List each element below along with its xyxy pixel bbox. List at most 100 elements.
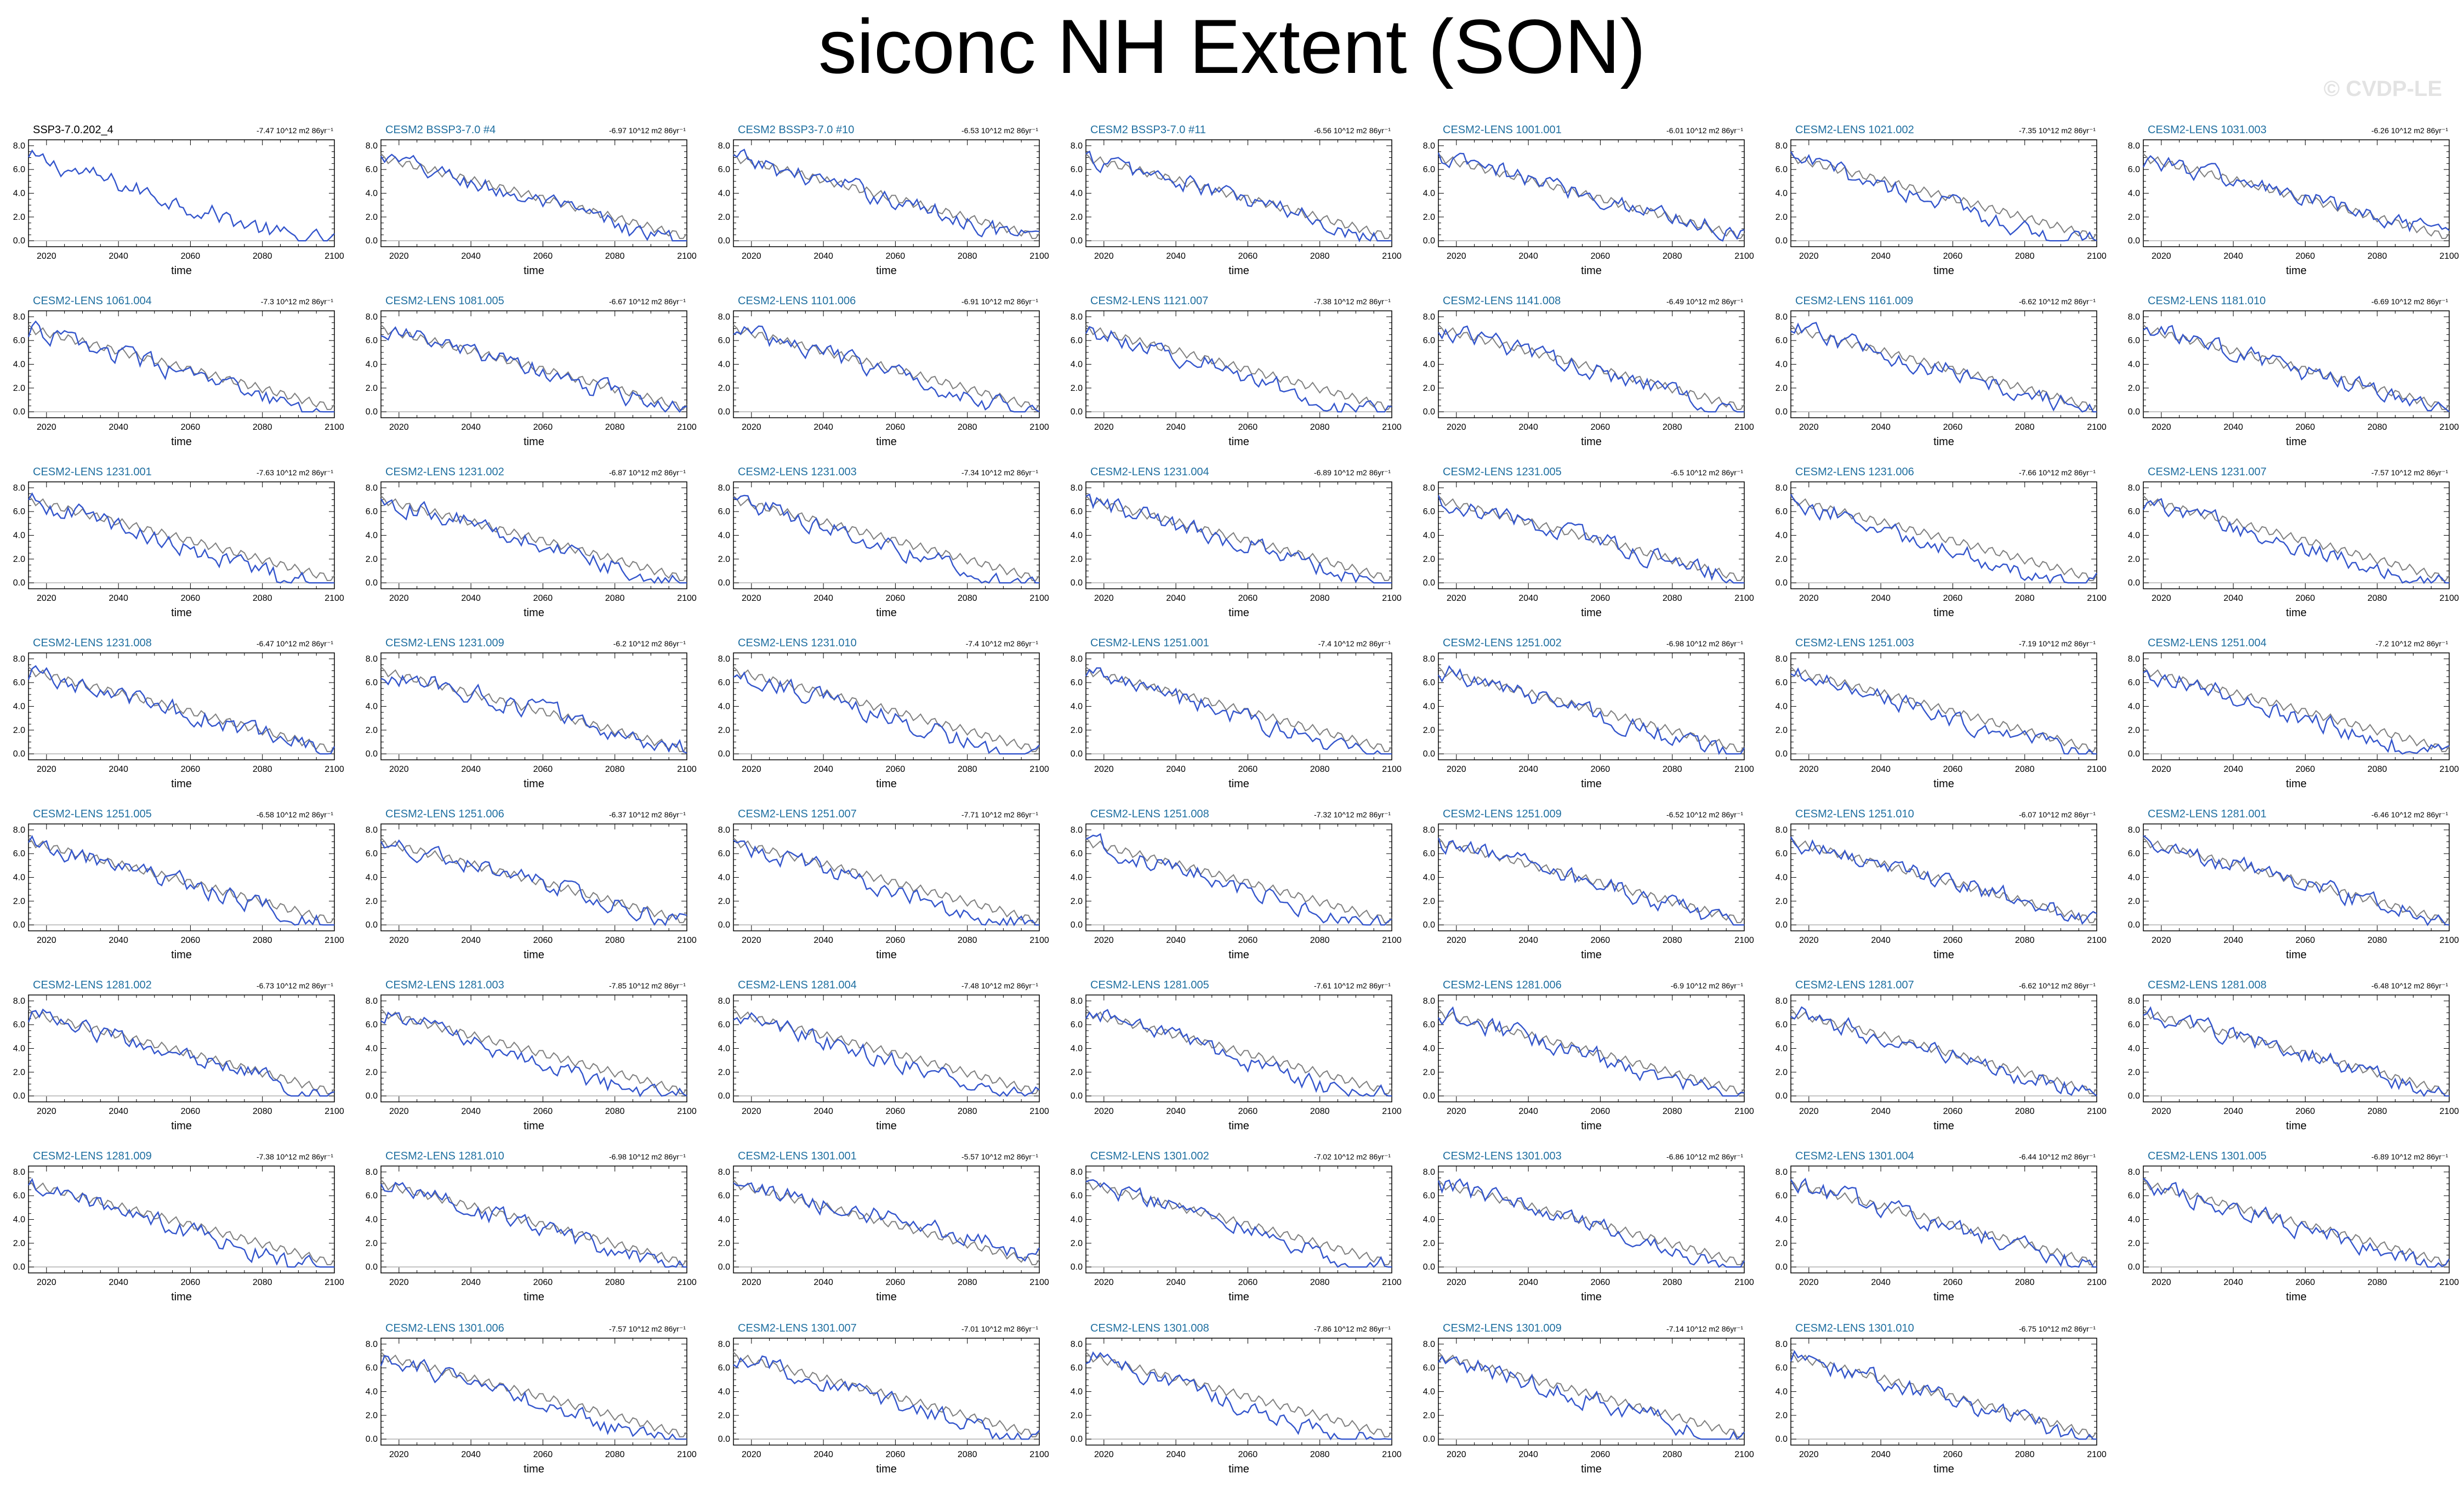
y-tick-label: 4.0	[1423, 873, 1435, 883]
x-tick-label: 2020	[742, 765, 761, 774]
panel-trend-label: -7.34 10^12 m2 86yr⁻¹	[961, 468, 1038, 477]
x-tick-label: 2100	[1029, 252, 1049, 261]
x-tick-label: 2040	[461, 1450, 481, 1459]
y-tick-label: 2.0	[718, 1239, 730, 1248]
ensemble-mean-line	[380, 666, 687, 753]
x-axis-label: time	[171, 778, 192, 790]
x-tick-label: 2080	[253, 1278, 272, 1287]
panel-title: CESM2-LENS 1281.003	[385, 979, 504, 991]
x-tick-label: 2060	[533, 1450, 553, 1459]
x-axis-label: time	[876, 607, 897, 619]
panel-frame	[28, 994, 335, 1102]
panel-trend-label: -7.02 10^12 m2 86yr⁻¹	[1314, 1152, 1391, 1161]
x-tick-label: 2020	[1799, 765, 1819, 774]
member-series-line	[1437, 152, 1745, 242]
y-tick-label: 2.0	[2128, 213, 2140, 222]
x-tick-label: 2020	[1799, 594, 1819, 603]
panel: CESM2-LENS 1301.004 -6.44 10^12 m2 86yr⁻¹…	[1776, 1150, 2107, 1303]
panel-frame	[28, 823, 335, 931]
x-axis-label: time	[876, 1291, 897, 1303]
member-series-line	[733, 494, 1039, 584]
y-tick-label: 4.0	[718, 360, 730, 369]
member-series-line	[27, 835, 334, 926]
y-tick-label: 2.0	[13, 1239, 25, 1248]
x-tick-label: 2040	[1166, 1107, 1186, 1116]
panel-frame	[2143, 481, 2450, 589]
member-series-line	[733, 839, 1039, 926]
y-tick-label: 6.0	[13, 507, 25, 516]
x-tick-label: 2080	[1310, 423, 1330, 432]
x-tick-label: 2100	[1382, 252, 1402, 261]
panel-frame	[380, 481, 687, 589]
panel: CESM2-LENS 1121.007 -7.38 10^12 m2 86yr⁻¹…	[1071, 295, 1402, 448]
panel-title: CESM2-LENS 1181.010	[2148, 295, 2266, 307]
x-tick-label: 2060	[1943, 1450, 1963, 1459]
y-tick-label: 0.0	[1071, 1435, 1083, 1444]
y-tick-label: 2.0	[13, 555, 25, 564]
panel-title: CESM2-LENS 1301.002	[1090, 1150, 1209, 1162]
y-tick-label: 2.0	[366, 555, 378, 564]
y-tick-label: 2.0	[1423, 213, 1435, 222]
y-tick-label: 0.0	[366, 920, 378, 930]
x-axis-label: time	[1228, 1120, 1249, 1132]
panel-title: CESM2-LENS 1251.001	[1090, 637, 1209, 649]
x-tick-label: 2080	[253, 936, 272, 945]
y-tick-label: 0.0	[366, 407, 378, 417]
x-tick-label: 2100	[325, 594, 344, 603]
x-tick-label: 2040	[1518, 423, 1538, 432]
panel: CESM2-LENS 1231.007 -7.57 10^12 m2 86yr⁻¹…	[2128, 466, 2459, 619]
panel-title: CESM2-LENS 1231.007	[2148, 466, 2267, 478]
x-tick-label: 2020	[1447, 936, 1466, 945]
x-tick-label: 2020	[742, 1450, 761, 1459]
x-tick-label: 2080	[958, 936, 977, 945]
y-tick-label: 4.0	[718, 873, 730, 883]
y-tick-label: 8.0	[718, 655, 730, 664]
panel-title: CESM2-LENS 1231.003	[738, 466, 857, 478]
x-tick-label: 2020	[2152, 936, 2171, 945]
panel-frame	[380, 994, 687, 1102]
x-axis-label: time	[1581, 265, 1602, 277]
panel: CESM2-LENS 1101.006 -6.91 10^12 m2 86yr⁻¹…	[718, 295, 1049, 448]
x-axis-label: time	[1933, 1463, 1954, 1475]
y-tick-label: 8.0	[1776, 484, 1788, 493]
y-tick-label: 8.0	[13, 141, 25, 151]
y-tick-label: 8.0	[1423, 141, 1435, 151]
x-axis-label: time	[1228, 436, 1249, 448]
x-tick-label: 2100	[2439, 594, 2459, 603]
y-tick-label: 2.0	[1776, 384, 1788, 393]
x-axis-label: time	[523, 949, 544, 961]
x-tick-label: 2100	[677, 252, 697, 261]
panel-frame	[1085, 823, 1392, 931]
y-tick-label: 2.0	[1776, 213, 1788, 222]
y-tick-label: 6.0	[13, 336, 25, 345]
ensemble-mean-line	[1438, 1351, 1745, 1438]
y-tick-label: 0.0	[2128, 749, 2140, 759]
y-tick-label: 8.0	[1776, 826, 1788, 835]
x-tick-label: 2080	[1663, 1107, 1682, 1116]
x-axis-label: time	[1933, 778, 1954, 790]
panel-title: CESM2-LENS 1301.006	[385, 1322, 504, 1334]
panel-frame	[1438, 139, 1745, 247]
x-tick-label: 2100	[2087, 1107, 2107, 1116]
x-tick-label: 2060	[533, 936, 553, 945]
y-tick-label: 0.0	[1776, 407, 1788, 417]
y-tick-label: 2.0	[13, 213, 25, 222]
x-tick-label: 2040	[1518, 1450, 1538, 1459]
panel-frame	[733, 1165, 1040, 1273]
x-tick-label: 2100	[2087, 765, 2107, 774]
x-tick-label: 2060	[181, 936, 201, 945]
x-tick-label: 2060	[1591, 936, 1611, 945]
x-tick-label: 2100	[1734, 594, 1754, 603]
ensemble-mean-line	[28, 324, 335, 411]
panel-trend-label: -7.4 10^12 m2 86yr⁻¹	[1318, 639, 1391, 648]
y-tick-label: 8.0	[366, 141, 378, 151]
y-tick-label: 2.0	[1776, 555, 1788, 564]
x-tick-label: 2060	[533, 252, 553, 261]
panel-trend-label: -6.69 10^12 m2 86yr⁻¹	[2371, 297, 2448, 306]
x-tick-label: 2020	[1799, 1107, 1819, 1116]
y-tick-label: 6.0	[2128, 1191, 2140, 1201]
y-tick-label: 0.0	[718, 1091, 730, 1101]
y-tick-label: 4.0	[718, 1387, 730, 1397]
panel: CESM2-LENS 1281.007 -6.62 10^12 m2 86yr⁻¹…	[1776, 979, 2107, 1132]
panel-title: CESM2-LENS 1251.009	[1443, 808, 1562, 820]
